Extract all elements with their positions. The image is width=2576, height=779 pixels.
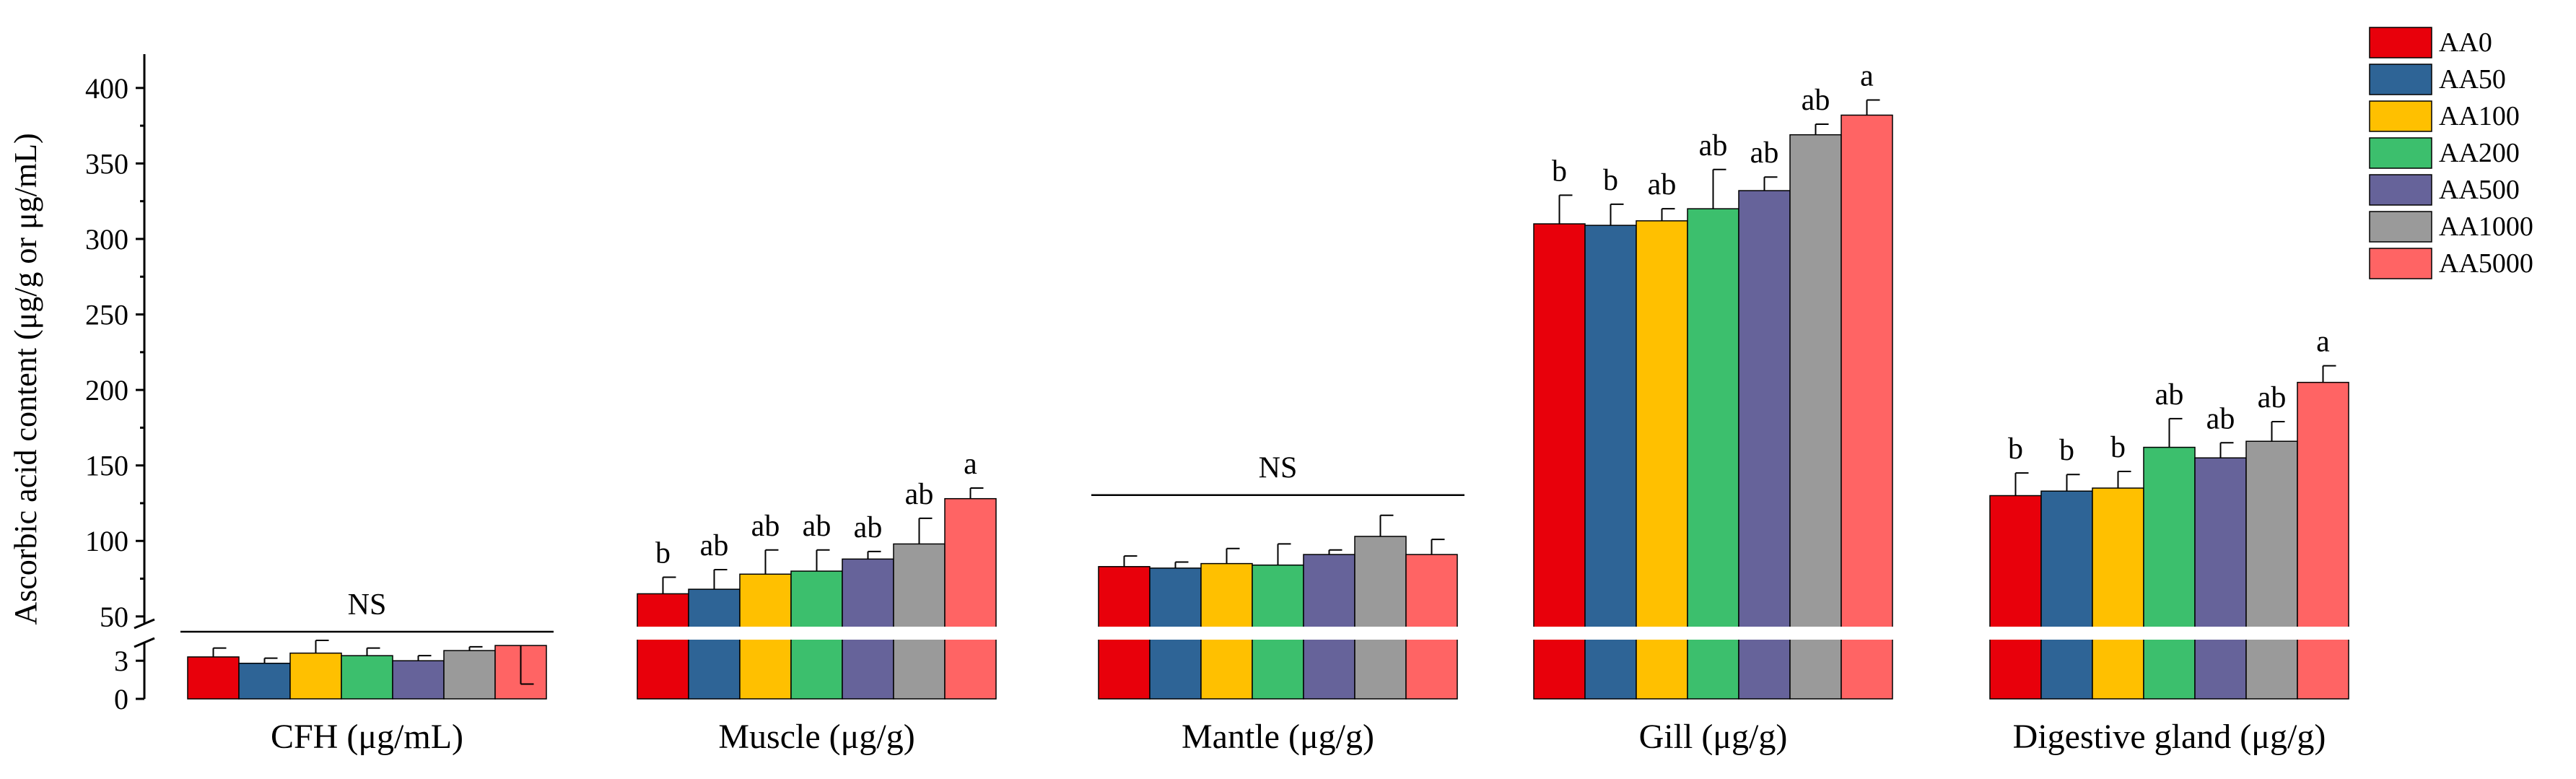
x-category-label-2: Mantle (μg/g) <box>1182 718 1374 756</box>
legend-label-aa500: AA500 <box>2439 175 2520 205</box>
bar-aa50-1 <box>688 588 741 700</box>
x-category-label-3: Gill (μg/g) <box>1639 718 1788 756</box>
axis-break-layer <box>634 627 2352 640</box>
bar-aa5000-4 <box>2297 381 2349 700</box>
bar-aa100-0 <box>289 652 342 700</box>
axis-break-gap-1 <box>634 627 999 640</box>
bar-aa100-4 <box>2092 487 2144 700</box>
bar-aa500-4 <box>2194 457 2247 700</box>
sig-letter-3-1: b <box>1603 164 1618 197</box>
y-tick-label-upper-200: 200 <box>85 374 128 406</box>
legend-swatch-aa50 <box>2369 64 2432 95</box>
x-category-label-0: CFH (μg/mL) <box>271 718 463 756</box>
bar-aa0-4 <box>1989 495 2042 700</box>
y-tick-label-upper-100: 100 <box>85 525 128 557</box>
bar-aa1000-3 <box>1789 134 1842 700</box>
y-tick-label-lower-3: 3 <box>114 645 128 677</box>
bar-aa500-3 <box>1738 190 1791 700</box>
bar-aa1000-0 <box>443 650 496 700</box>
bar-aa200-3 <box>1687 208 1739 700</box>
sig-letter-1-3: ab <box>803 510 831 543</box>
y-tick-label-upper-400: 400 <box>85 72 128 105</box>
bar-aa100-3 <box>1636 220 1688 700</box>
sig-letter-3-2: ab <box>1648 168 1677 201</box>
sig-letter-1-2: ab <box>751 510 780 543</box>
y-axis-break-mark-1 <box>134 618 155 630</box>
bar-aa1000-4 <box>2245 440 2298 700</box>
legend-swatch-aa5000 <box>2369 248 2432 279</box>
sig-letter-3-5: ab <box>1802 84 1830 117</box>
axis-break-gap-3 <box>1531 627 1895 640</box>
x-category-label-1: Muscle (μg/g) <box>718 718 914 756</box>
sig-letter-3-6: a <box>1860 60 1874 93</box>
legend-swatch-aa200 <box>2369 137 2432 169</box>
ns-label-2: NS <box>1259 452 1298 485</box>
bar-aa200-0 <box>341 655 393 700</box>
axis-break-gap-2 <box>1096 627 1460 640</box>
sig-letter-4-2: b <box>2110 431 2126 464</box>
sig-letter-4-4: ab <box>2206 402 2235 435</box>
sig-letter-3-3: ab <box>1699 129 1728 162</box>
bar-aa50-3 <box>1584 225 1637 700</box>
legend-label-aa0: AA0 <box>2439 27 2492 58</box>
y-tick-label-upper-150: 150 <box>85 450 128 482</box>
bar-aa1000-2 <box>1354 536 1407 700</box>
sig-letter-1-1: ab <box>700 529 729 562</box>
sig-letter-3-4: ab <box>1750 136 1779 170</box>
sig-letter-4-3: ab <box>2155 378 2184 412</box>
sig-letter-3-0: b <box>1552 155 1567 188</box>
legend-swatch-aa0 <box>2369 27 2432 58</box>
y-tick-label-upper-300: 300 <box>85 223 128 256</box>
y-axis: 50 100 150 200 250 300 350 400 0 3 <box>85 54 155 715</box>
bar-aa0-0 <box>187 656 240 700</box>
legend-label-aa1000: AA1000 <box>2439 212 2533 242</box>
y-tick-label-lower-0: 0 <box>114 683 128 715</box>
y-axis-label: Ascorbic acid content (μg/g or μg/mL) <box>8 133 43 624</box>
sig-letter-1-0: b <box>655 536 671 570</box>
bar-aa50-0 <box>238 662 291 700</box>
bar-aa5000-1 <box>944 497 997 700</box>
bar-aa200-4 <box>2143 446 2196 700</box>
sig-letter-4-0: b <box>2008 432 2023 466</box>
legend-label-aa100: AA100 <box>2439 101 2520 131</box>
x-axis-categories: CFH (μg/mL) Muscle (μg/g) Mantle (μg/g) Gil… <box>271 718 2326 756</box>
bar-aa0-1 <box>637 593 689 700</box>
legend-label-aa50: AA50 <box>2439 64 2506 95</box>
bar-aa50-4 <box>2040 490 2093 700</box>
sig-letter-4-1: b <box>2059 434 2074 467</box>
legend-label-aa200: AA200 <box>2439 138 2520 168</box>
bars-layer <box>187 114 2349 700</box>
legend-label-aa5000: AA5000 <box>2439 248 2533 279</box>
y-tick-label-upper-350: 350 <box>85 147 128 180</box>
y-tick-label-upper-50: 50 <box>100 601 128 633</box>
legend: AA0 AA50 AA100 AA200 AA500 AA1000 AA5000 <box>2369 27 2533 279</box>
y-tick-label-upper-250: 250 <box>85 299 128 331</box>
ns-label-0: NS <box>348 588 387 622</box>
bar-aa5000-3 <box>1841 114 1893 700</box>
legend-swatch-aa1000 <box>2369 211 2432 243</box>
legend-swatch-aa100 <box>2369 100 2432 132</box>
legend-swatch-aa500 <box>2369 174 2432 206</box>
y-axis-break-mark-2 <box>134 637 155 648</box>
sig-letter-1-4: ab <box>854 511 883 544</box>
x-category-label-4: Digestive gland (μg/g) <box>2013 718 2326 756</box>
bar-aa1000-1 <box>893 543 946 700</box>
sig-letter-1-5: ab <box>905 478 934 511</box>
bar-aa500-0 <box>392 660 445 700</box>
sig-letter-1-6: a <box>964 448 977 481</box>
sig-letter-4-5: ab <box>2258 381 2287 414</box>
axis-break-gap-4 <box>1987 627 2352 640</box>
sig-letter-4-6: a <box>2316 326 2330 359</box>
error-bars-layer <box>212 99 2336 685</box>
